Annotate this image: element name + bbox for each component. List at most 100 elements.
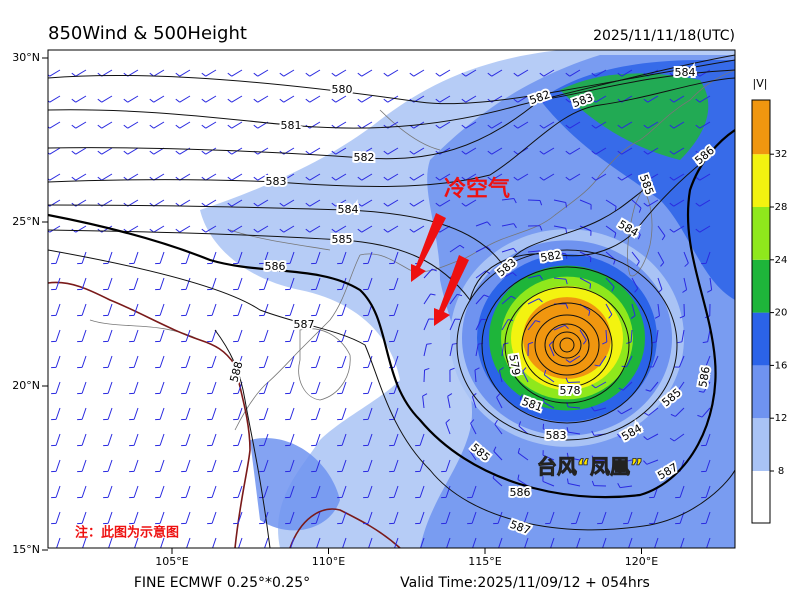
wind-barb-flag (331, 150, 337, 155)
wind-barb (393, 277, 399, 290)
wind-barb-flag (175, 124, 181, 129)
wind-barb (568, 457, 581, 461)
wind-barb (341, 485, 347, 498)
wind-barb (211, 381, 217, 394)
wind-barb (153, 173, 165, 181)
wind-barb-flag (591, 124, 597, 129)
colorbar-frame (751, 99, 771, 524)
border (48, 281, 401, 548)
wind-barb (257, 147, 269, 155)
wind-barb (475, 319, 482, 331)
wind-barb (620, 433, 633, 439)
wind-barb (263, 251, 269, 264)
wind-barb (205, 121, 217, 129)
wind-barb (475, 294, 485, 305)
wind-barb (501, 344, 505, 357)
colorbar-bin (752, 100, 770, 155)
wind-barb-flag (698, 390, 704, 393)
wind-barb (315, 511, 321, 524)
wind-barb (289, 485, 295, 498)
wind-barb (420, 537, 425, 548)
wind-barb (439, 69, 451, 77)
wind-barb-flag (643, 98, 649, 103)
wind-barb-flag (513, 176, 519, 181)
wind-barb-flag (461, 150, 467, 155)
wind-barb (706, 537, 711, 548)
wind-barb-flag (409, 228, 415, 233)
wind-barb (699, 225, 711, 233)
wind-barb (439, 121, 451, 129)
wind-barb-flag (539, 200, 543, 206)
wind-barb-flag (305, 150, 311, 155)
wind-barb-flag (513, 150, 519, 155)
wind-barb (55, 407, 61, 420)
wind-barb-flag (695, 124, 701, 129)
wind-barb (673, 433, 685, 442)
wind-barb (699, 147, 711, 155)
wind-barb-flag (175, 98, 181, 103)
wind-barb (542, 480, 555, 487)
wind-barb-flag (669, 437, 675, 442)
wind-barb-flag (695, 150, 701, 155)
wind-barb-flag (669, 124, 675, 129)
wind-barb (449, 318, 456, 331)
wind-barb (75, 121, 87, 129)
wind-barb-flag (357, 72, 363, 77)
wind-barb (159, 329, 165, 342)
wind-barb (179, 199, 191, 207)
wind-barb (263, 277, 269, 290)
wind-barb (419, 485, 425, 498)
wind-barb (185, 459, 191, 472)
wind-barb (289, 355, 295, 368)
wind-barb (673, 147, 685, 155)
wind-barb (631, 303, 636, 316)
wind-barb (367, 355, 373, 368)
wind-barb (75, 95, 87, 103)
wind-barb (81, 303, 87, 316)
wind-barb (387, 95, 399, 103)
wind-barb (179, 95, 191, 103)
wind-barb (257, 199, 269, 207)
wind-barb-flag (697, 414, 703, 418)
wind-barb-flag (97, 150, 103, 155)
wind-barb (231, 199, 243, 207)
wind-barb (263, 355, 269, 368)
wind-barb (680, 537, 685, 548)
wind-barb (517, 173, 529, 181)
wind-barb (211, 329, 217, 342)
wind-barb (387, 147, 399, 155)
wind-barb (699, 69, 711, 77)
wind-barb-flag (645, 389, 651, 392)
wind-barb (56, 537, 61, 548)
wind-barb-flag (424, 367, 430, 371)
wind-barb-flag (517, 447, 521, 454)
wind-barb (705, 355, 711, 368)
wind-barb-flag (426, 343, 432, 345)
wind-barb (413, 199, 425, 207)
contour-label: 579 (506, 353, 522, 376)
wind-barb (81, 485, 87, 498)
wind-barb-flag (669, 176, 675, 181)
wind-barb-flag (331, 98, 337, 103)
wind-barb-flag (331, 228, 337, 233)
wind-barb (655, 329, 659, 342)
wind-barb (465, 199, 477, 207)
wind-barb (341, 459, 347, 472)
wind-barb (159, 511, 165, 524)
wind-barb-flag (684, 262, 689, 267)
wind-barb (335, 95, 347, 103)
wind-barb-flag (539, 124, 545, 129)
wind-barb (81, 511, 87, 524)
wind-barb (423, 344, 428, 357)
wind-barb-flag (383, 98, 389, 103)
wind-barb (568, 431, 581, 435)
wind-barb (622, 381, 633, 391)
lat-tick-label: 30°N (12, 51, 40, 64)
wind-shade (250, 438, 340, 531)
wind-barb-flag (305, 176, 311, 181)
wind-barb (491, 147, 503, 155)
wind-barb (315, 303, 321, 316)
wind-barb (55, 433, 61, 446)
wind-barb-flag (357, 150, 363, 155)
wind-barb (471, 511, 477, 524)
